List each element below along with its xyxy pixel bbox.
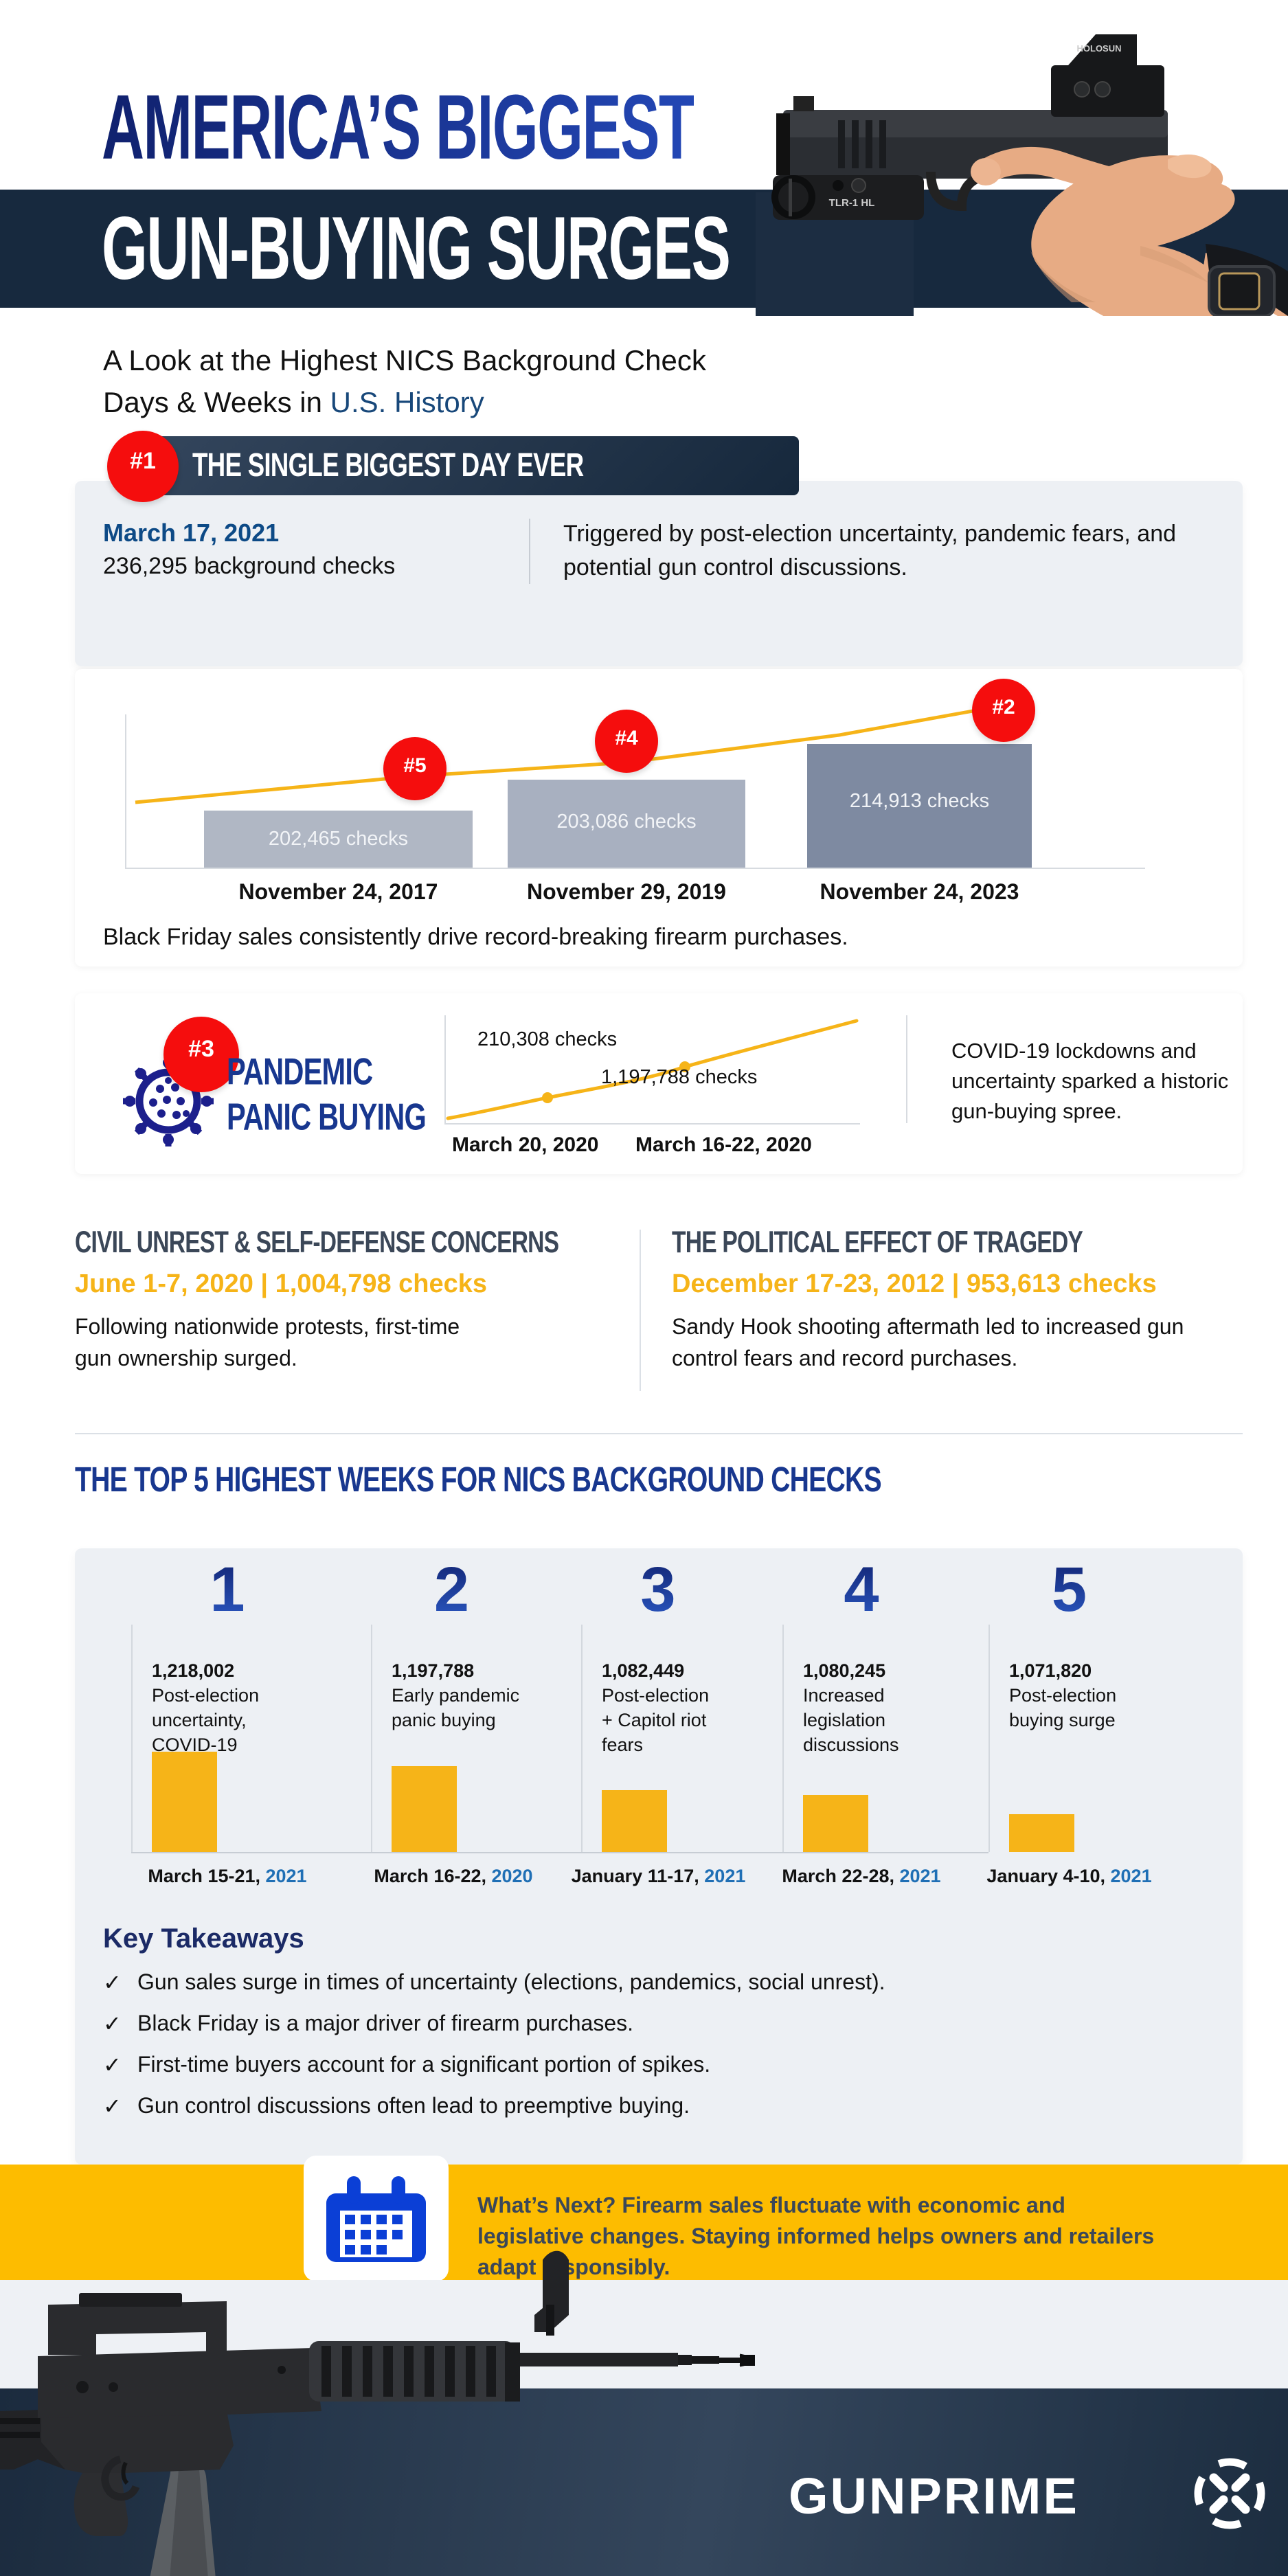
svg-text:HOLOSUN: HOLOSUN [1077,43,1122,54]
svg-text:TLR-1 HL: TLR-1 HL [829,197,875,209]
svg-text:GUNPRIME: GUNPRIME [789,2467,1079,2524]
